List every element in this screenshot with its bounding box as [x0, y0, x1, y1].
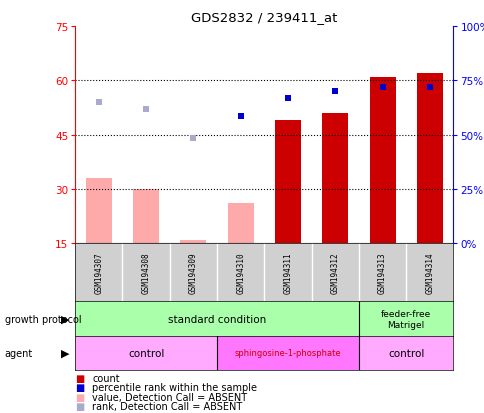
Text: growth protocol: growth protocol: [5, 314, 81, 324]
Text: GSM194309: GSM194309: [188, 252, 197, 293]
Bar: [416, 74, 442, 244]
Text: ■: ■: [75, 382, 84, 392]
Point: [236, 114, 244, 121]
Text: feeder-free
Matrigel: feeder-free Matrigel: [380, 309, 430, 329]
Text: control: control: [387, 348, 424, 358]
Text: GSM194313: GSM194313: [377, 252, 386, 293]
Text: rank, Detection Call = ABSENT: rank, Detection Call = ABSENT: [92, 401, 242, 411]
Text: ■: ■: [75, 373, 84, 383]
Point: [284, 96, 291, 102]
Text: ▶: ▶: [61, 314, 70, 324]
Text: count: count: [92, 373, 120, 383]
Bar: [227, 204, 253, 244]
Bar: [216, 337, 358, 370]
Text: agent: agent: [5, 348, 33, 358]
Point: [142, 107, 150, 113]
Text: standard condition: standard condition: [167, 314, 266, 324]
Text: GSM194310: GSM194310: [236, 252, 245, 293]
Bar: [180, 240, 206, 244]
Bar: [75, 337, 216, 370]
Bar: [369, 77, 395, 244]
Text: ■: ■: [75, 392, 84, 402]
Text: percentile rank within the sample: percentile rank within the sample: [92, 382, 257, 392]
Text: GSM194307: GSM194307: [94, 252, 103, 293]
Text: GSM194311: GSM194311: [283, 252, 292, 293]
Bar: [274, 121, 301, 244]
Text: control: control: [128, 348, 164, 358]
Point: [95, 100, 103, 106]
Text: GSM194312: GSM194312: [330, 252, 339, 293]
Bar: [86, 178, 112, 244]
Text: GSM194314: GSM194314: [424, 252, 434, 293]
Text: value, Detection Call = ABSENT: value, Detection Call = ABSENT: [92, 392, 247, 402]
Text: ■: ■: [75, 401, 84, 411]
Point: [378, 85, 386, 92]
Text: sphingosine-1-phosphate: sphingosine-1-phosphate: [234, 349, 341, 358]
Point: [331, 88, 338, 95]
Text: ▶: ▶: [61, 348, 70, 358]
Bar: [321, 114, 348, 244]
Bar: [133, 190, 159, 244]
Point: [189, 135, 197, 142]
Point: [425, 85, 433, 92]
Bar: [358, 337, 453, 370]
Text: GSM194308: GSM194308: [141, 252, 151, 293]
Title: GDS2832 / 239411_at: GDS2832 / 239411_at: [191, 11, 337, 24]
